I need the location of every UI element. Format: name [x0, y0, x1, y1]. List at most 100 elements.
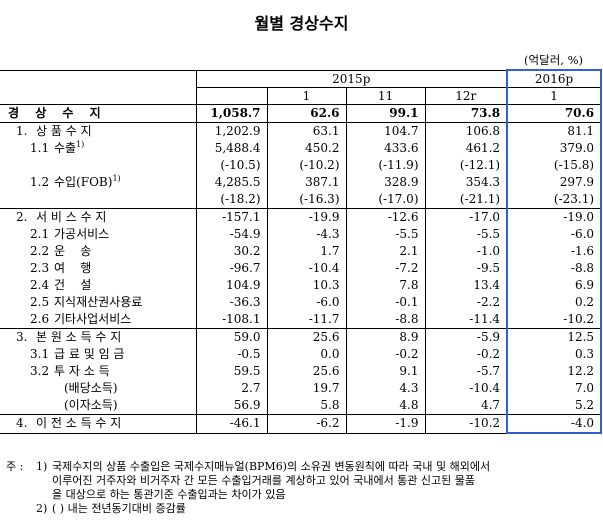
cell-value: 2.1: [345, 243, 425, 260]
cell-value: 56.9: [195, 397, 267, 415]
note-2-index: 2): [36, 502, 48, 515]
cell-value: 4.8: [345, 397, 425, 415]
cell-value: -10.4: [266, 260, 346, 277]
header-2016: 2016p: [506, 69, 603, 88]
cell-value: 461.2: [424, 140, 508, 157]
cell-value: 106.8: [424, 122, 508, 140]
cell-value: -1.9: [345, 414, 425, 434]
row-code: 4.: [16, 416, 28, 431]
cell-value: (-21.1): [424, 191, 508, 209]
cell-value: 5.8: [266, 397, 346, 415]
note-1-line-1: 국제수지의 상품 수출입은 국제수지매뉴얼(BPM6)의 소유권 변동원칙에 따…: [52, 460, 491, 473]
cell-value: 99.1: [345, 104, 425, 123]
note-1-line-3: 을 대상으로 하는 통관기준 수출입과는 차이가 있음: [52, 488, 286, 501]
header-col-12r: 12r: [424, 87, 508, 105]
row-label: (배당소득): [0, 380, 196, 397]
row-label-text: 건 설: [54, 278, 92, 292]
row-label: [0, 191, 196, 209]
row-label: 3. 본 원 소 득 수 지: [0, 328, 196, 346]
row-label-text: 급 료 및 임 금: [54, 347, 125, 361]
cell-value: -11.7: [266, 311, 346, 329]
cell-value: 1,058.7: [195, 104, 267, 123]
row-code: 2.5: [30, 295, 50, 309]
cell-value: -4.3: [266, 226, 346, 243]
header-col-11: 11: [345, 87, 425, 105]
row-label: 3.2 투 자 소 득: [0, 363, 196, 380]
cell-value: 9.1: [345, 363, 425, 380]
table-row: 1.1 수출1) 5,488.4 450.2 433.6 461.2 379.0: [0, 140, 603, 157]
cell-value: -7.2: [345, 260, 425, 277]
cell-value: 59.5: [195, 363, 267, 380]
header-blank: [0, 69, 196, 88]
cell-value: 6.9: [506, 277, 603, 294]
cell-value: 4,285.5: [195, 174, 267, 191]
cell-value: -2.2: [424, 294, 508, 311]
cell-value: -0.2: [424, 346, 508, 363]
cell-value: 63.1: [266, 122, 346, 140]
table-row: 2.1 가공서비스 -54.9 -4.3 -5.5 -5.5 -6.0: [0, 226, 603, 243]
row-label: 2.1 가공서비스: [0, 226, 196, 243]
cell-value: -5.5: [424, 226, 508, 243]
row-label-text: 수입(FOB): [54, 175, 113, 189]
cell-value: 10.3: [266, 277, 346, 294]
table-row: 1. 상 품 수 지 1,202.9 63.1 104.7 106.8 81.1: [0, 122, 603, 140]
cell-value: -4.0: [506, 414, 603, 434]
table-row: 4. 이 전 소 득 수 지 -46.1 -6.2 -1.9 -10.2 -4.0: [0, 414, 603, 434]
notes-label: 주 :: [6, 460, 24, 473]
cell-value: 12.2: [506, 363, 603, 380]
table-row: (이자소득) 56.9 5.8 4.8 4.7 5.2: [0, 397, 603, 415]
cell-value: -8.8: [506, 260, 603, 277]
row-label-text: 서 비 스 수 지: [36, 210, 107, 224]
cell-value: 5,488.4: [195, 140, 267, 157]
cell-value: 73.8: [424, 104, 508, 123]
header-label-col: [0, 88, 196, 105]
row-label: 2.6 기타사업서비스: [0, 311, 196, 329]
cell-value: (-18.2): [195, 191, 267, 209]
row-label: 1. 상 품 수 지: [0, 122, 196, 140]
row-label-text: 이 전 소 득 수 지: [36, 416, 122, 431]
cell-value: (-10.5): [195, 157, 267, 174]
cell-value: -1.6: [506, 243, 603, 260]
row-label: (이자소득): [0, 397, 196, 415]
row-code: 3.1: [30, 347, 50, 361]
note-1-line-2: 이루어진 거주자와 비거주자 간 모든 수출입거래를 계상하고 있어 국내에서 …: [52, 474, 476, 487]
row-label: 2.5 지식재산권사용료: [0, 294, 196, 311]
cell-value: 30.2: [195, 243, 267, 260]
cell-value: 297.9: [506, 174, 603, 191]
footnotes: 주 : 1) 국제수지의 상품 수출입은 국제수지매뉴얼(BPM6)의 소유권 변…: [0, 460, 600, 516]
cell-value: 12.5: [506, 328, 603, 346]
header-col-year: [195, 87, 267, 105]
table-row: 2.2 운 송 30.2 1.7 2.1 -1.0 -1.6: [0, 243, 603, 260]
cell-value: 0.3: [506, 346, 603, 363]
cell-value: -10.2: [506, 311, 603, 329]
cell-value: -108.1: [195, 311, 267, 329]
table-row: 2. 서 비 스 수 지 -157.1 -19.9 -12.6 -17.0 -19.0: [0, 208, 603, 226]
cell-value: 0.0: [266, 346, 346, 363]
cell-value: (-23.1): [506, 191, 603, 209]
cell-value: (-15.8): [506, 157, 603, 174]
cell-value: -5.9: [424, 328, 508, 346]
cell-value: 13.4: [424, 277, 508, 294]
row-label-text: 경 상 수 지: [8, 106, 107, 120]
cell-value: -54.9: [195, 226, 267, 243]
table-row: 3. 본 원 소 득 수 지 59.0 25.6 8.9 -5.9 12.5: [0, 328, 603, 346]
cell-value: (-11.9): [345, 157, 425, 174]
row-code: 2.4: [30, 278, 50, 292]
cell-value: -19.9: [266, 208, 346, 226]
row-label-text: 본 원 소 득 수 지: [36, 330, 122, 344]
row-code: 2.2: [30, 244, 50, 258]
unit-label: (억달러, %): [524, 53, 583, 67]
cell-value: 4.3: [345, 380, 425, 397]
row-label: 1.2 수입(FOB)1): [0, 174, 196, 191]
cell-value: -6.0: [506, 226, 603, 243]
row-label-text: (이자소득): [64, 398, 118, 412]
row-label: 2. 서 비 스 수 지: [0, 208, 196, 226]
cell-value: 1.7: [266, 243, 346, 260]
cell-value: -6.0: [266, 294, 346, 311]
table-row: 2.4 건 설 104.9 10.3 7.8 13.4 6.9: [0, 277, 603, 294]
cell-value: (-17.0): [345, 191, 425, 209]
cell-value: 7.0: [506, 380, 603, 397]
row-code: 2.3: [30, 261, 50, 275]
cell-value: -0.5: [195, 346, 267, 363]
cell-value: -6.2: [266, 414, 346, 434]
